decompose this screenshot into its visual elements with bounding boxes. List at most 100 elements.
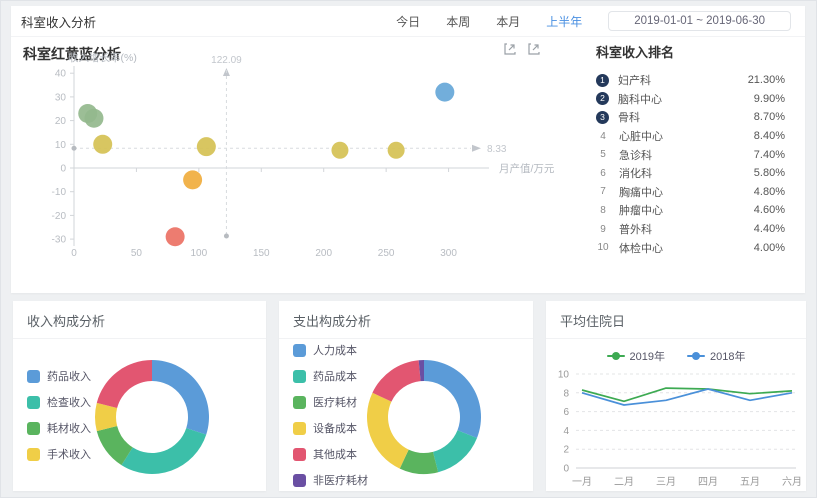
- department-name: 妇产科: [618, 75, 651, 88]
- legend-item[interactable]: 设备成本: [293, 420, 368, 436]
- legend-label: 2018年: [710, 351, 746, 363]
- y-tick-label: -30: [52, 235, 67, 246]
- x-tick-label: 四月: [698, 476, 718, 488]
- date-range-picker[interactable]: 2019-01-01 ~ 2019-06-30: [608, 11, 791, 31]
- scatter-xlabel: 月产值/万元: [499, 162, 555, 175]
- income-card: 收入构成分析 药品收入检查收入耗材收入手术收入: [13, 301, 266, 491]
- line-legend-item[interactable]: 2018年: [687, 348, 745, 364]
- ranking-row[interactable]: 8 肿瘤中心 4.60%: [596, 201, 785, 220]
- x-tick-label: 200: [315, 248, 332, 259]
- scatter-point[interactable]: [183, 170, 203, 190]
- department-percent: 21.30%: [747, 74, 785, 87]
- legend-item[interactable]: 耗材收入: [27, 420, 91, 436]
- save-image-icon[interactable]: [527, 42, 541, 56]
- legend-item[interactable]: 手术收入: [27, 446, 91, 462]
- donut-slice[interactable]: [152, 360, 209, 435]
- expenditure-donut-chart: [366, 360, 482, 475]
- donut-slice[interactable]: [418, 360, 424, 382]
- legend-label: 2019年: [629, 351, 665, 363]
- donut-slice[interactable]: [399, 449, 439, 475]
- legend-swatch: [293, 395, 306, 409]
- scatter-point[interactable]: [435, 82, 455, 102]
- donut-slice[interactable]: [96, 360, 152, 409]
- legend-item[interactable]: 医疗耗材: [293, 394, 368, 410]
- department-name: 骨科: [618, 112, 640, 125]
- ranking-row[interactable]: 5 急诊科 7.40%: [596, 145, 785, 164]
- ref-line-y-start-dot: [71, 145, 77, 151]
- legend-swatch: [27, 447, 40, 461]
- ranking-row[interactable]: 4 心脏中心 8.40%: [596, 127, 785, 146]
- ranking-row[interactable]: 10 体检中心 4.00%: [596, 238, 785, 257]
- line-legend-item[interactable]: 2019年: [606, 348, 665, 364]
- scatter-point[interactable]: [196, 137, 216, 157]
- x-tick-label: 二月: [614, 476, 634, 488]
- legend-label: 手术收入: [47, 449, 91, 461]
- legend-item[interactable]: 非医疗耗材: [293, 472, 368, 488]
- income-legend: 药品收入检查收入耗材收入手术收入: [27, 339, 91, 491]
- donut-slice[interactable]: [432, 430, 477, 473]
- y-tick-label: 0: [60, 164, 66, 175]
- ranking-row[interactable]: 9 普外科 4.40%: [596, 220, 785, 239]
- donut-slice[interactable]: [96, 425, 133, 466]
- y-tick-label: 0: [563, 464, 569, 475]
- filter-今日[interactable]: 今日: [396, 14, 421, 29]
- ranking-row[interactable]: 6 消化科 5.80%: [596, 164, 785, 183]
- scatter-point[interactable]: [331, 141, 349, 159]
- x-tick-label: 五月: [740, 476, 760, 488]
- scatter-point[interactable]: [84, 108, 104, 128]
- ref-line-y-arrow: [472, 144, 481, 152]
- top-card: 科室收入分析 今日 本周 本月 上半年 2019-01-01 ~ 2019-06-30…: [11, 6, 805, 293]
- legend-item[interactable]: 药品成本: [293, 368, 368, 384]
- legend-item[interactable]: 检查收入: [27, 394, 91, 410]
- y-tick-label: 2: [563, 445, 569, 456]
- line-legend: 2019年 2018年: [546, 339, 806, 364]
- rank-badge: 9: [600, 223, 606, 235]
- legend-label: 设备成本: [313, 423, 357, 435]
- legend-dot: [611, 352, 620, 360]
- legend-item[interactable]: 人力成本: [293, 342, 368, 358]
- legend-swatch: [293, 421, 306, 435]
- line-legend-marker: [606, 352, 625, 360]
- donut-slice[interactable]: [121, 428, 207, 475]
- department-percent: 7.40%: [753, 148, 785, 161]
- line-series-2019年[interactable]: [581, 387, 793, 403]
- ranking-list: 1 妇产科 21.30% 2 脑科中心 9.90% 3 骨科 8.70% 4 心脏中心 8.40% 5 急…: [596, 71, 785, 257]
- ranking-row[interactable]: 7 胸痛中心 4.80%: [596, 183, 785, 202]
- scatter-ylabel: 收入增长率(%): [68, 51, 137, 64]
- donut-slice[interactable]: [94, 402, 118, 432]
- line-series-2018年[interactable]: [581, 388, 793, 406]
- legend-label: 其他成本: [313, 449, 357, 461]
- legend-label: 人力成本: [313, 345, 357, 357]
- donut-slice[interactable]: [366, 392, 409, 469]
- legend-label: 耗材收入: [47, 423, 91, 435]
- ranking-row[interactable]: 2 脑科中心 9.90%: [596, 90, 785, 109]
- ranking-row[interactable]: 3 骨科 8.70%: [596, 108, 785, 127]
- scatter-point[interactable]: [165, 227, 185, 247]
- legend-item[interactable]: 其他成本: [293, 446, 368, 462]
- department-percent: 9.90%: [753, 92, 785, 105]
- legend-item[interactable]: 药品收入: [27, 368, 91, 384]
- legend-swatch: [293, 473, 306, 487]
- donut-slice[interactable]: [372, 360, 421, 402]
- scatter-point[interactable]: [387, 141, 405, 159]
- filter-本周[interactable]: 本周: [446, 14, 471, 29]
- filter-本月[interactable]: 本月: [496, 14, 521, 29]
- line-chart: 0 2 4 6 8 10 一月 二月 三月 四月 五月 六月: [558, 370, 802, 489]
- income-card-title: 收入构成分析: [13, 301, 266, 339]
- ranking-row[interactable]: 1 妇产科 21.30%: [596, 71, 785, 90]
- restore-icon[interactable]: [503, 42, 517, 56]
- y-tick-label: -20: [52, 211, 67, 222]
- department-percent: 8.40%: [753, 130, 785, 143]
- scatter-point[interactable]: [93, 134, 113, 154]
- y-tick-label: -10: [52, 187, 67, 198]
- rank-badge: 7: [600, 186, 606, 198]
- expenditure-card-title: 支出构成分析: [279, 301, 533, 339]
- rank-badge: 10: [597, 242, 609, 254]
- donut-slice[interactable]: [424, 360, 482, 438]
- filter-上半年[interactable]: 上半年: [546, 14, 583, 29]
- legend-label: 药品成本: [313, 371, 357, 383]
- ranking-panel: 科室收入排名 1 妇产科 21.30% 2 脑科中心 9.90% 3 骨科 8.70% 4 心脏中心…: [596, 42, 785, 283]
- avg-stay-card-title: 平均住院日: [546, 301, 806, 339]
- rank-badge: 6: [600, 167, 606, 179]
- department-percent: 4.60%: [753, 204, 785, 217]
